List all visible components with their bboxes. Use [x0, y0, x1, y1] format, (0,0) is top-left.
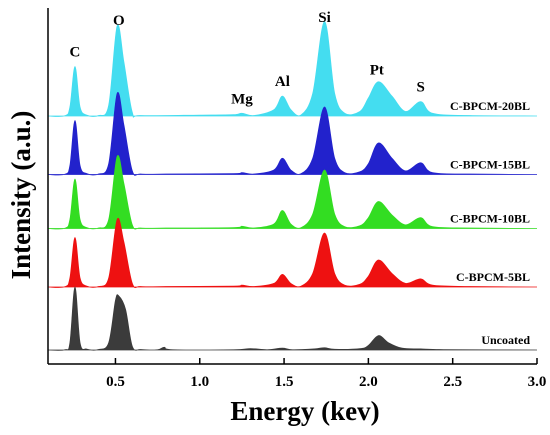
series-area-uncoated — [47, 286, 538, 351]
x-tick-label: 2.5 — [443, 374, 462, 390]
series-label-c-bpcm-10bl: C-BPCM-10BL — [450, 212, 530, 226]
series-layer — [47, 21, 538, 351]
x-tick-label: 3.0 — [528, 374, 547, 390]
x-axis-title: Energy (kev) — [230, 396, 379, 426]
series-area-c-bpcm-15bl — [47, 92, 538, 176]
peak-labels: C O Mg Al Si Pt S — [70, 10, 425, 107]
peak-label-mg: Mg — [231, 91, 253, 107]
peak-label-o: O — [113, 13, 125, 29]
peak-label-si: Si — [318, 10, 331, 26]
x-tick-label: 1.5 — [275, 374, 294, 390]
peak-label-s: S — [416, 80, 424, 96]
peak-label-pt: Pt — [370, 63, 384, 79]
x-tick-label: 2.0 — [359, 374, 378, 390]
x-tick-label: 1.0 — [190, 374, 209, 390]
series-area-c-bpcm-10bl — [47, 155, 538, 230]
series-label-c-bpcm-15bl: C-BPCM-15BL — [450, 158, 530, 172]
series-area-c-bpcm-20bl — [47, 21, 538, 118]
x-tick-label: 0.5 — [106, 374, 125, 390]
peak-label-al: Al — [275, 74, 290, 90]
peak-label-c: C — [70, 45, 81, 61]
series-label-c-bpcm-5bl: C-BPCM-5BL — [456, 270, 530, 284]
x-ticks: 0.5 1.0 1.5 2.0 2.5 3.0 — [106, 358, 546, 390]
axes-layer — [47, 8, 537, 365]
series-label-uncoated: Uncoated — [481, 333, 530, 347]
series-area-c-bpcm-5bl — [47, 217, 538, 288]
series-label-c-bpcm-20bl: C-BPCM-20BL — [450, 99, 530, 113]
y-axis-title: Intensity (a.u.) — [6, 111, 36, 280]
series-labels: Uncoated C-BPCM-5BL C-BPCM-10BL C-BPCM-15BL… — [450, 99, 530, 347]
